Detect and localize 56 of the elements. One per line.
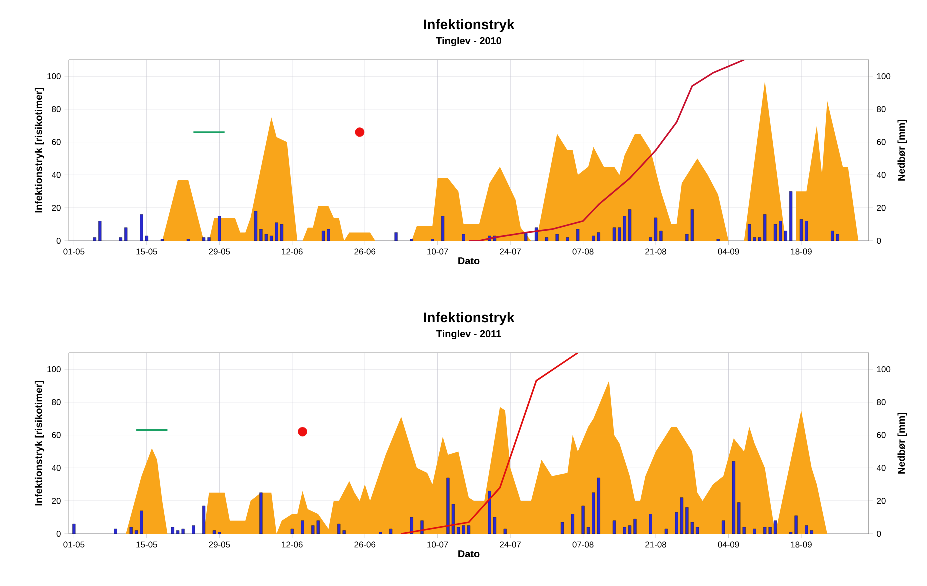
x-tick-label: 24-07 (500, 542, 521, 548)
x-tick-label: 29-05 (209, 542, 230, 548)
y2-axis-title: Nedbør [mm] (898, 413, 908, 474)
x-tick-label: 15-05 (136, 542, 158, 548)
y-axis-title: Infektionstryk [risikotimer] (34, 88, 44, 213)
x-tick-label: 21-08 (646, 542, 666, 548)
chart-subtitle: Tinglev - 2010 (436, 37, 502, 46)
y-tick-label: 20 (52, 498, 61, 504)
x-tick-label: 24-07 (500, 248, 521, 255)
y-axis-title: Infektionstryk [risikotimer] (34, 381, 44, 506)
x-tick-label: 26-06 (354, 542, 376, 548)
x-tick-label: 10-07 (428, 542, 448, 548)
y2-tick-label: 20 (877, 205, 886, 212)
x-tick-label: 01-05 (64, 542, 85, 548)
y2-tick-label: 60 (877, 432, 886, 438)
y2-tick-label: 0 (877, 531, 882, 537)
y2-axis-title: Nedbør [mm] (898, 120, 908, 181)
y-tick-label: 100 (48, 366, 61, 372)
x-tick-label: 04-09 (718, 248, 740, 255)
x-axis-title: Dato (458, 258, 480, 265)
x-tick-label: 21-08 (646, 248, 666, 255)
y2-tick-label: 100 (877, 73, 891, 80)
y-tick-label: 60 (52, 432, 61, 438)
y2-tick-label: 100 (877, 366, 891, 372)
x-tick-label: 29-05 (209, 248, 230, 255)
y-tick-label: 100 (48, 73, 61, 80)
x-tick-label: 01-05 (64, 248, 85, 255)
x-tick-label: 04-09 (718, 542, 740, 548)
y2-tick-label: 0 (877, 238, 882, 244)
y-tick-label: 40 (52, 465, 61, 472)
chart-subtitle: Tinglev - 2011 (436, 330, 502, 340)
x-tick-label: 07-08 (572, 248, 594, 255)
x-axis-title: Dato (458, 550, 480, 558)
chart-title: Infektionstryk (424, 19, 515, 32)
y2-tick-label: 60 (877, 139, 886, 146)
y-tick-label: 0 (56, 531, 61, 537)
x-tick-label: 12-06 (282, 542, 303, 548)
y2-tick-label: 80 (877, 106, 886, 112)
x-tick-label: 15-05 (136, 248, 158, 255)
x-tick-label: 10-07 (428, 248, 448, 255)
y2-tick-label: 80 (877, 399, 886, 406)
y2-tick-label: 40 (876, 465, 886, 472)
x-tick-label: 12-06 (282, 248, 303, 255)
y-tick-label: 20 (52, 205, 61, 212)
x-tick-label: 18-09 (791, 542, 812, 548)
y-tick-label: 80 (52, 399, 61, 406)
y-tick-label: 0 (56, 238, 61, 244)
y-tick-label: 60 (52, 139, 61, 146)
y-tick-label: 80 (52, 106, 61, 112)
x-tick-label: 26-06 (354, 248, 376, 255)
chart-title: Infektionstryk (424, 312, 515, 326)
x-tick-label: 07-08 (572, 542, 594, 548)
y2-tick-label: 40 (876, 172, 886, 178)
y2-tick-label: 20 (877, 498, 886, 504)
x-tick-label: 18-09 (791, 248, 812, 255)
y-tick-label: 40 (52, 172, 61, 178)
